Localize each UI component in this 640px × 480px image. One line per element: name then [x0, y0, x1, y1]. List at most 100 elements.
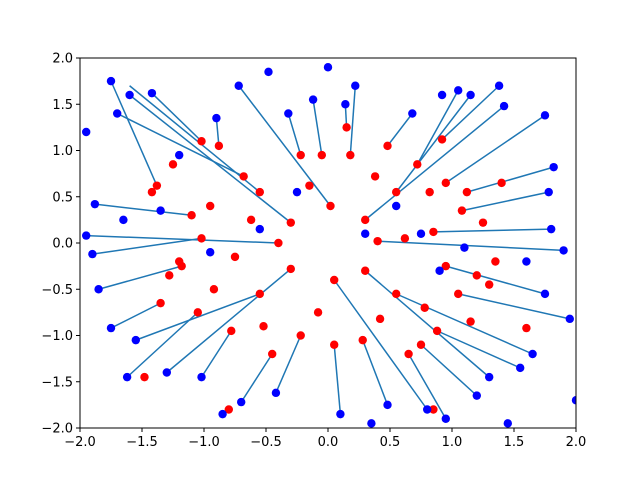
- red-point-13: [457, 206, 467, 215]
- segment-line-17: [436, 330, 521, 369]
- blue-point-14: [547, 224, 556, 234]
- red-point-23: [268, 349, 277, 359]
- y-tick-label-7: 1.5: [52, 98, 73, 113]
- y-tick-label-1: −1.5: [41, 375, 73, 390]
- plot-area: [80, 58, 576, 428]
- red-point-61: [497, 178, 506, 188]
- blue-point-10: [494, 81, 504, 90]
- segment-line-8: [386, 113, 413, 147]
- red-point-37: [274, 238, 283, 248]
- segment-line-5: [312, 99, 323, 156]
- blue-point-37: [82, 231, 91, 240]
- blue-point-18: [472, 391, 481, 400]
- blue-point-0: [106, 76, 116, 86]
- segment-line-41: [135, 293, 261, 341]
- red-point-60: [400, 234, 410, 243]
- segment-line-18: [420, 344, 478, 397]
- red-point-20: [358, 335, 367, 345]
- red-point-47: [425, 187, 434, 197]
- blue-point-35: [423, 405, 432, 414]
- blue-point-47: [82, 127, 91, 137]
- blue-point-44: [218, 409, 227, 419]
- red-point-48: [478, 218, 488, 227]
- red-point-34: [326, 201, 335, 211]
- segment-line-20: [362, 339, 389, 406]
- segment-line-30: [129, 94, 292, 224]
- red-point-4: [296, 150, 305, 160]
- red-point-24: [227, 326, 236, 336]
- blue-point-60: [435, 266, 444, 275]
- y-tick-label-4: 0.0: [52, 237, 73, 252]
- blue-point-20: [383, 400, 392, 410]
- red-point-62: [140, 372, 149, 382]
- blue-point-3: [212, 113, 221, 123]
- red-point-3: [214, 141, 224, 151]
- y-tick-label-2: −1.0: [41, 329, 73, 344]
- blue-point-21: [336, 409, 345, 419]
- red-point-33: [286, 264, 295, 274]
- red-point-38: [255, 187, 264, 197]
- segment-line-23: [240, 353, 273, 403]
- x-axis: −2.0 −1.5 −1.0 −0.5 0.0 0.5 1.0 1.5 2.0: [64, 428, 586, 450]
- red-point-5: [317, 150, 326, 160]
- red-point-21: [330, 340, 339, 349]
- red-point-54: [313, 308, 323, 317]
- segment-line-21: [333, 344, 342, 415]
- red-point-67: [472, 271, 481, 280]
- segment-line-19: [407, 353, 447, 420]
- red-point-65: [429, 405, 438, 414]
- blue-point-4: [284, 109, 293, 118]
- segment-line-33: [166, 268, 292, 374]
- red-point-64: [224, 405, 233, 414]
- red-point-14: [429, 227, 438, 237]
- blue-point-52: [522, 257, 531, 266]
- blue-point-34: [234, 81, 243, 90]
- blue-point-22: [271, 388, 281, 398]
- red-point-9: [413, 160, 422, 169]
- y-tick-label-6: 1.0: [52, 144, 73, 159]
- segment-line-2: [116, 112, 245, 178]
- segment-line-9: [416, 90, 459, 165]
- red-point-51: [466, 317, 475, 326]
- x-tick-label-2: −1.0: [188, 435, 220, 450]
- blue-point-1: [147, 88, 157, 98]
- blue-point-12: [549, 162, 558, 172]
- blue-point-56: [361, 229, 370, 238]
- x-tick-label-7: 1.5: [504, 435, 525, 450]
- red-point-43: [206, 201, 215, 211]
- y-tick-label-3: −0.5: [41, 283, 73, 298]
- blue-point-8: [408, 109, 417, 118]
- red-point-56: [209, 285, 219, 294]
- blue-point-48: [571, 396, 576, 405]
- blue-point-6: [341, 100, 350, 109]
- blue-point-42: [323, 63, 333, 72]
- red-point-29: [187, 211, 196, 220]
- blue-point-50: [392, 201, 401, 211]
- blue-point-7: [351, 81, 360, 90]
- blue-point-38: [466, 90, 475, 100]
- red-point-2: [239, 172, 248, 181]
- blue-point-26: [106, 323, 116, 333]
- blue-point-31: [499, 101, 509, 111]
- red-point-36: [373, 236, 382, 246]
- blue-point-5: [308, 95, 318, 104]
- red-point-52: [420, 303, 429, 312]
- red-point-19: [404, 349, 413, 359]
- blue-point-51: [292, 187, 302, 197]
- points-layer: [82, 63, 576, 428]
- red-point-45: [305, 181, 314, 190]
- segment-line-0: [110, 80, 158, 186]
- red-point-30: [286, 218, 295, 227]
- segment-line-11: [445, 114, 546, 184]
- red-point-53: [375, 314, 385, 324]
- blue-point-16: [565, 314, 574, 324]
- red-point-10: [437, 135, 447, 144]
- red-point-39: [392, 187, 401, 197]
- blue-point-45: [367, 419, 376, 428]
- blue-point-43: [437, 90, 447, 100]
- blue-point-28: [88, 249, 97, 259]
- x-tick-label-6: 1.0: [442, 435, 463, 450]
- red-point-25: [193, 308, 202, 317]
- segment-line-27: [98, 265, 182, 290]
- segment-line-15: [445, 265, 546, 295]
